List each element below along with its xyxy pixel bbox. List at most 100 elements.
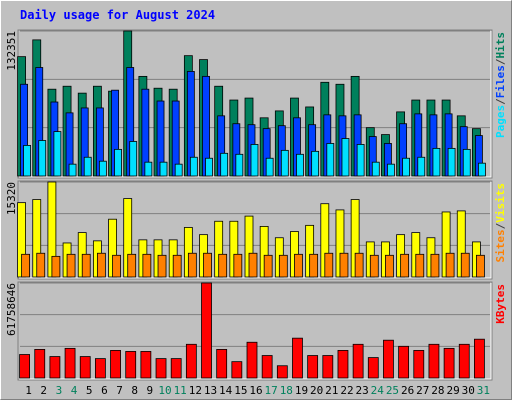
bar bbox=[474, 338, 485, 379]
bar bbox=[265, 157, 274, 177]
bar bbox=[218, 253, 228, 278]
bar bbox=[201, 282, 212, 379]
x-tick-label: 11 bbox=[174, 384, 187, 397]
bar bbox=[385, 254, 394, 278]
bar bbox=[127, 253, 137, 278]
bar bbox=[430, 253, 440, 278]
bar bbox=[233, 253, 243, 278]
bar bbox=[94, 358, 106, 379]
bar bbox=[129, 141, 138, 177]
bar bbox=[462, 148, 471, 177]
bar bbox=[125, 351, 137, 379]
x-tick-label: 7 bbox=[116, 384, 123, 397]
bar bbox=[311, 150, 320, 177]
bar bbox=[460, 252, 470, 278]
x-tick-label: 1 bbox=[25, 384, 32, 397]
x-tick-label: 19 bbox=[295, 384, 308, 397]
bar bbox=[250, 144, 259, 177]
bar bbox=[170, 358, 182, 379]
bar bbox=[185, 343, 197, 379]
bar bbox=[110, 350, 121, 379]
bar bbox=[36, 252, 46, 278]
bar bbox=[23, 145, 31, 177]
bar bbox=[114, 148, 122, 177]
x-tick-label: 4 bbox=[71, 384, 78, 397]
bar bbox=[371, 161, 380, 177]
bar bbox=[324, 252, 334, 278]
x-tick-label: 8 bbox=[131, 384, 138, 397]
legend-separator: / bbox=[494, 58, 507, 65]
bar bbox=[339, 252, 349, 278]
bar bbox=[205, 157, 213, 177]
legend-entry: Hits bbox=[494, 32, 507, 59]
bar bbox=[432, 147, 441, 177]
bar bbox=[354, 252, 364, 278]
panel-bevel bbox=[19, 283, 492, 380]
x-tick-label: 14 bbox=[219, 384, 233, 397]
x-tick-label: 31 bbox=[477, 384, 490, 397]
x-tick-label: 2 bbox=[40, 384, 47, 397]
bar bbox=[400, 253, 410, 278]
bar bbox=[220, 152, 229, 177]
bar bbox=[307, 355, 319, 379]
legend: KBytes bbox=[494, 284, 507, 324]
bar bbox=[216, 349, 228, 379]
bar bbox=[248, 252, 258, 278]
bar bbox=[155, 358, 167, 379]
bar bbox=[443, 347, 455, 379]
bar bbox=[159, 161, 168, 177]
bar bbox=[203, 252, 212, 278]
bar bbox=[235, 153, 244, 177]
bar bbox=[352, 343, 364, 379]
bar bbox=[112, 254, 121, 278]
bar bbox=[337, 350, 349, 379]
legend-separator: / bbox=[494, 98, 507, 105]
bar bbox=[79, 356, 91, 379]
bar bbox=[174, 163, 183, 177]
bar bbox=[280, 149, 289, 177]
bar bbox=[369, 254, 379, 278]
bar bbox=[398, 345, 410, 379]
bar bbox=[51, 255, 61, 278]
bar bbox=[478, 162, 486, 177]
bar bbox=[66, 253, 76, 278]
bar bbox=[326, 143, 335, 177]
x-tick-label: 10 bbox=[158, 384, 171, 397]
bar bbox=[294, 253, 303, 278]
x-tick-label: 24 bbox=[371, 384, 385, 397]
x-tick-label: 6 bbox=[101, 384, 108, 397]
bar bbox=[172, 254, 182, 278]
y-tick-label: 132351 bbox=[5, 31, 18, 71]
x-tick-label: 5 bbox=[86, 384, 93, 397]
bar bbox=[309, 253, 319, 278]
panel-bevel bbox=[19, 182, 492, 279]
legend-entry: KBytes bbox=[494, 284, 507, 324]
bar bbox=[38, 140, 47, 177]
bar bbox=[296, 153, 304, 177]
bar bbox=[140, 351, 152, 379]
x-tick-label: 21 bbox=[325, 384, 338, 397]
bar bbox=[428, 343, 440, 379]
bar bbox=[187, 252, 197, 278]
bar bbox=[356, 144, 365, 177]
legend: Pages/Files/Hits bbox=[494, 32, 507, 138]
bar bbox=[157, 254, 167, 278]
y-tick-label: 15320 bbox=[5, 182, 18, 215]
x-tick-label: 15 bbox=[234, 384, 247, 397]
x-tick-label: 9 bbox=[147, 384, 154, 397]
bar bbox=[144, 161, 153, 177]
panel-bevel bbox=[19, 31, 492, 178]
bar bbox=[383, 339, 394, 379]
bar bbox=[189, 156, 198, 177]
x-tick-label: 22 bbox=[340, 384, 353, 397]
bar bbox=[417, 156, 426, 177]
bar bbox=[49, 356, 61, 379]
x-tick-label: 25 bbox=[386, 384, 399, 397]
bar bbox=[387, 163, 395, 177]
legend-entry: Files bbox=[494, 65, 507, 98]
bar bbox=[34, 349, 46, 379]
x-tick-label: 26 bbox=[401, 384, 414, 397]
y-tick-label: 61758646 bbox=[5, 283, 18, 336]
bar bbox=[246, 341, 258, 379]
